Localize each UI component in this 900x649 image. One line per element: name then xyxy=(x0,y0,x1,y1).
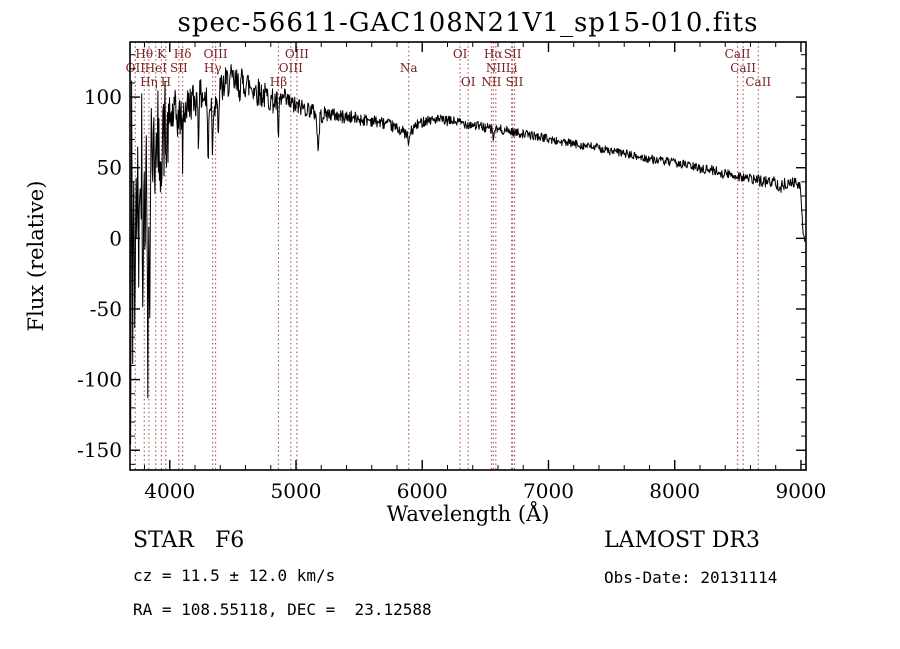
y-axis-label: Flux (relative) xyxy=(24,180,48,332)
y-tick-label: 0 xyxy=(109,226,122,250)
x-tick-label: 6000 xyxy=(397,479,448,503)
spectral-line-label: OIII xyxy=(285,47,309,61)
x-tick-label: 4000 xyxy=(144,479,195,503)
obs-date: Obs-Date: 20131114 xyxy=(604,568,778,587)
plot-title: spec-56611-GAC108N21V1_sp15-010.fits xyxy=(177,8,759,38)
y-tick-label: 100 xyxy=(84,85,122,109)
cz-value: cz = 11.5 ± 12.0 km/s xyxy=(133,566,336,585)
spectral-line-label: Hβ xyxy=(270,75,287,89)
spectral-line-label: K xyxy=(157,47,167,61)
x-tick-label: 8000 xyxy=(649,479,700,503)
spectral-line-label: Hδ xyxy=(174,47,192,61)
spectral-line-label: Hθ xyxy=(135,47,153,61)
object-class-label: STAR F6 xyxy=(133,528,245,553)
spectral-line-label: CaII xyxy=(725,47,751,61)
spectral-line-label: H xyxy=(161,75,171,89)
spectral-line-label: HeI xyxy=(145,61,168,75)
spectral-line-label: Hα xyxy=(484,47,503,61)
survey-label: LAMOST DR3 xyxy=(604,528,760,553)
spectral-line-label: SII xyxy=(506,75,524,89)
ra-dec-value: RA = 108.55118, DEC = 23.12588 xyxy=(133,600,432,619)
y-tick-label: 50 xyxy=(97,156,122,180)
spectral-line-label: CaII xyxy=(730,61,756,75)
spectral-line-label: SII xyxy=(504,47,522,61)
x-tick-label: 5000 xyxy=(271,479,322,503)
x-axis-label: Wavelength (Å) xyxy=(386,502,550,526)
y-tick-label: -150 xyxy=(77,438,122,462)
y-tick-label: -50 xyxy=(90,297,122,321)
spectral-line-label: NII xyxy=(486,61,506,75)
spectral-line-label: CaII xyxy=(745,75,771,89)
x-tick-label: 7000 xyxy=(523,479,574,503)
spectral-line-label: OIII xyxy=(279,61,303,75)
spectral-line-label: Hγ xyxy=(204,61,222,75)
spectrum-path xyxy=(130,64,806,445)
y-tick-label: -100 xyxy=(77,368,122,392)
spectral-line-label: Li xyxy=(506,61,518,75)
axis-box xyxy=(129,41,807,471)
x-tick-label: 9000 xyxy=(775,479,826,503)
spectral-line-label: OI xyxy=(461,75,476,89)
spectral-line-label: OI xyxy=(453,47,468,61)
spectral-line-label: Na xyxy=(400,61,418,75)
spectral-line-label: OIII xyxy=(204,47,228,61)
spectral-line-label: NII xyxy=(481,75,501,89)
spectral-line-label: SII xyxy=(170,61,188,75)
spectral-line-label: Hη xyxy=(140,75,158,89)
spectral-line-label: OII xyxy=(126,61,146,75)
